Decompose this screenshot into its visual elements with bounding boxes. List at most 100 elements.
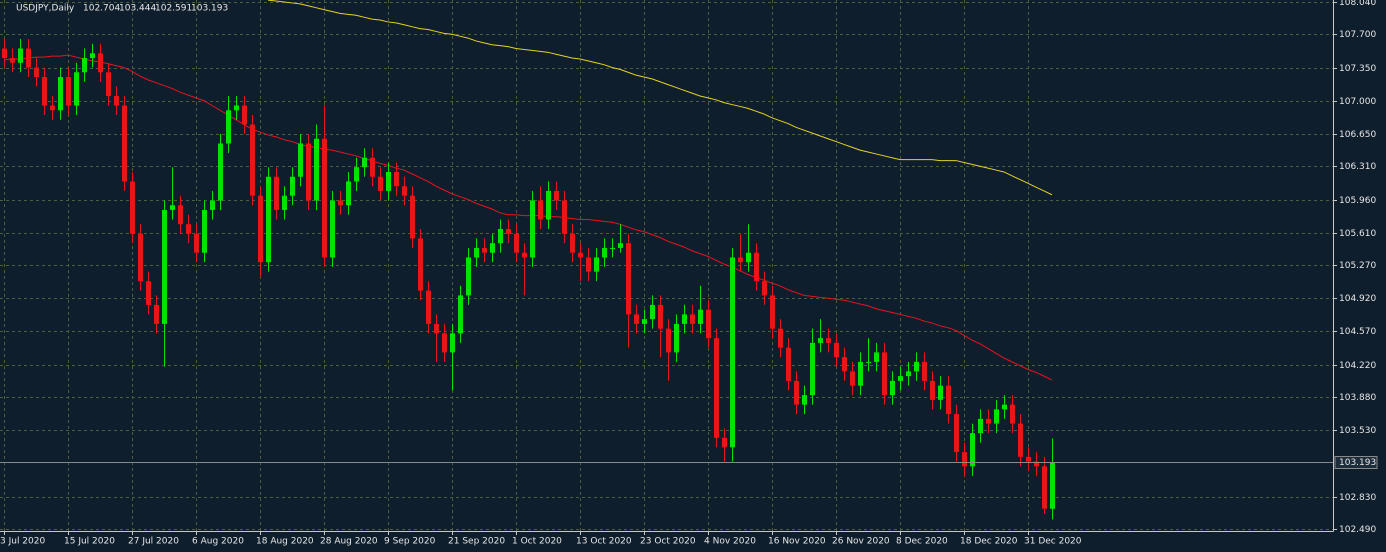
candle-body [1018,423,1023,457]
x-tick-label: 26 Nov 2020 [832,537,890,547]
candle-body [658,304,663,329]
candle-body [298,143,303,177]
candle-body [762,281,767,296]
price-tag-label: 103.193 [1339,458,1376,468]
x-tick-label: 18 Dec 2020 [960,537,1018,547]
chart-title: USDJPY,Daily [16,4,75,14]
candle-body [322,138,327,258]
candle-body [1034,461,1039,467]
candle-body [674,323,679,353]
candle-body [834,342,839,358]
candle-body [90,53,95,59]
y-tick-label: 107.700 [1339,30,1376,40]
y-tick-label: 104.570 [1339,327,1376,337]
y-tick-label: 105.270 [1339,261,1376,271]
candle-body [386,171,391,191]
candle-body [650,304,655,320]
candle-body [306,143,311,201]
candle-body [610,247,615,249]
x-tick-label: 4 Nov 2020 [704,537,756,547]
y-tick-label: 107.350 [1339,64,1376,74]
candle-body [346,181,351,206]
candle-body [594,257,599,272]
y-tick-label: 106.650 [1339,130,1376,140]
candle-body [442,333,447,353]
candle-body [1002,404,1007,410]
x-tick-label: 8 Dec 2020 [896,537,948,547]
x-tick-label: 1 Oct 2020 [512,537,562,547]
candle-body [994,409,999,424]
candle-body [1050,462,1055,509]
candle-body [410,195,415,239]
candle-body [978,418,983,434]
candle-body [522,252,527,258]
x-tick-label: 21 Sep 2020 [448,537,505,547]
candle-body [946,385,951,415]
candle-body [506,228,511,234]
candle-body [170,205,175,210]
candle-body [850,371,855,386]
x-tick-label: 16 Nov 2020 [768,537,826,547]
low-readout: 102.591 [155,4,192,14]
candle-body [114,96,119,106]
candle-body [1026,456,1031,462]
candle-body [234,105,239,111]
candle-body [250,124,255,196]
candle-body [354,167,359,182]
candle-body [514,233,519,253]
candle-body [842,357,847,372]
candle-body [578,252,583,258]
candle-body [882,352,887,396]
candle-body [74,72,79,106]
candle-body [770,295,775,329]
candle-body [58,77,63,111]
y-tick-label: 106.310 [1339,162,1376,172]
candle-body [970,433,975,467]
candle-body [698,309,703,324]
candle-body [290,176,295,196]
candle-body [618,243,623,248]
candle-body [98,53,103,73]
candle-body [914,361,919,372]
candle-body [82,58,87,73]
candle-body [258,195,263,263]
candle-body [418,238,423,291]
candle-body [690,314,695,324]
x-tick-label: 23 Oct 2020 [640,537,696,547]
candle-body [722,437,727,448]
x-tick-label: 15 Jul 2020 [64,537,115,547]
candle-body [154,304,159,324]
x-tick-label: 31 Dec 2020 [1024,537,1082,547]
candle-body [874,352,879,362]
y-tick-label: 105.610 [1339,229,1376,239]
candle-body [898,376,903,381]
candle-body [314,138,319,201]
y-tick-label: 108.040 [1339,0,1376,8]
candle-body [538,200,543,220]
y-tick-label: 102.830 [1339,493,1376,503]
candle-body [138,233,143,282]
candle-body [1010,404,1015,424]
y-tick-label: 103.530 [1339,426,1376,436]
candle-body [282,195,287,210]
candle-body [242,105,247,125]
y-tick-label: 105.960 [1339,196,1376,206]
x-tick-label: 6 Aug 2020 [192,537,244,547]
y-tick-label: 102.490 [1339,525,1376,535]
candle-body [746,252,751,263]
candle-body [218,143,223,201]
candle-body [210,200,215,210]
candle-body [546,190,551,220]
candle-body [338,200,343,206]
candle-body [666,328,671,353]
candle-body [2,48,7,59]
candle-body [986,418,991,424]
candle-body [602,247,607,258]
candle-body [42,77,47,106]
candle-body [426,290,431,324]
candle-body [626,243,631,315]
candle-body [826,338,831,343]
candle-body [458,295,463,334]
candle-body [202,209,207,253]
